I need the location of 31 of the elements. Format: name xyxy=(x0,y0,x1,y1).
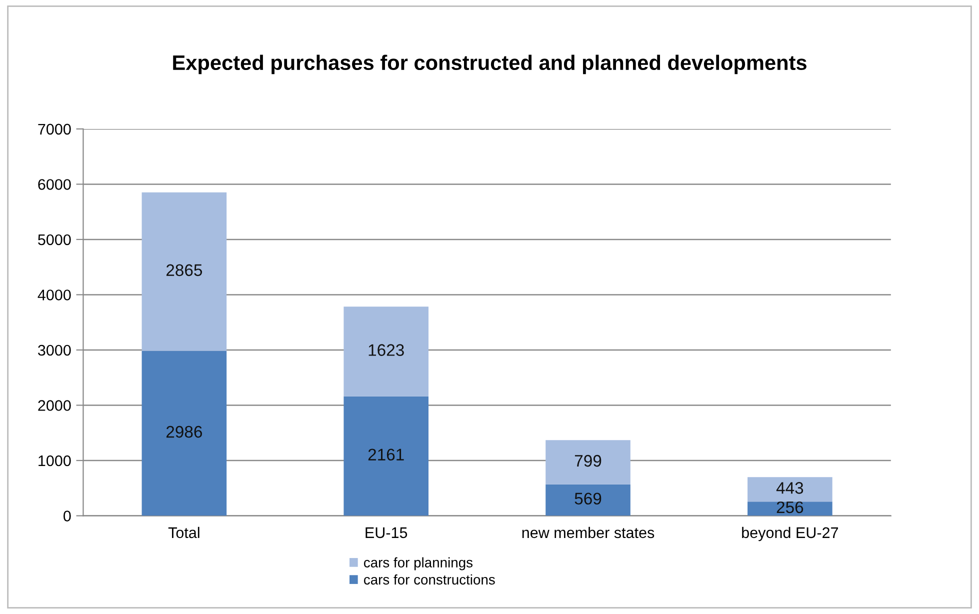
data-label: 2161 xyxy=(368,448,404,461)
bar xyxy=(344,306,428,396)
x-tick-label: EU-15 xyxy=(366,527,408,538)
bar xyxy=(344,396,428,516)
legend-label: cars for constructions xyxy=(364,574,495,585)
bar xyxy=(142,350,227,516)
bar xyxy=(546,484,630,516)
data-label: 2865 xyxy=(166,264,202,276)
y-tick-label: 2000 xyxy=(38,400,71,411)
y-tick-label: 1000 xyxy=(38,455,71,466)
y-tick-label: 5000 xyxy=(38,234,71,246)
x-tick-label: Total xyxy=(168,526,200,538)
x-tick-label: beyond EU-27 xyxy=(742,526,838,542)
bar xyxy=(748,502,832,516)
data-label: 569 xyxy=(574,492,602,505)
chart-title: Expected purchases for constructed and planned developments xyxy=(173,54,806,74)
data-label: 2986 xyxy=(166,426,202,438)
y-tick-label: 7000 xyxy=(38,124,71,135)
data-label: 799 xyxy=(574,454,602,467)
data-label: 1623 xyxy=(368,344,404,356)
bar xyxy=(142,192,227,351)
x-tick-label: new member states xyxy=(522,526,654,538)
bar xyxy=(546,440,630,484)
bar xyxy=(748,477,832,502)
data-label: 443 xyxy=(776,482,804,494)
y-tick-label: 6000 xyxy=(38,179,71,190)
y-tick-label: 0 xyxy=(64,510,71,522)
y-tick-label: 3000 xyxy=(38,344,71,356)
data-label: 256 xyxy=(776,501,804,514)
y-tick-label: 4000 xyxy=(38,290,71,300)
legend-label: cars for plannings xyxy=(364,557,473,570)
